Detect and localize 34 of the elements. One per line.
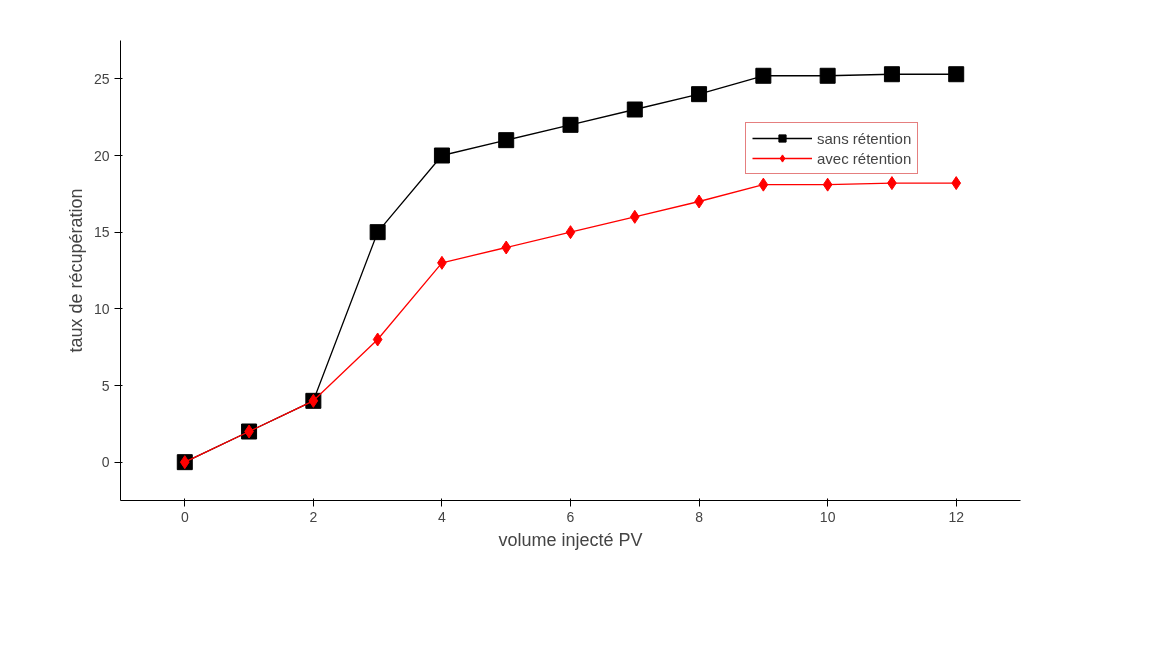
x-tick-label: 6	[566, 508, 575, 525]
point	[372, 332, 383, 347]
point	[883, 66, 900, 83]
y-tick-label: 15	[93, 224, 110, 241]
x-tick-label: 2	[309, 508, 318, 525]
point	[691, 86, 708, 103]
legend-label: sans rétention	[817, 129, 912, 147]
y-tick-label: 10	[93, 300, 110, 317]
point	[562, 116, 579, 133]
legend-label: avec rétention	[817, 149, 912, 167]
x-tick-label: 0	[180, 508, 189, 525]
x-axis-title: volume injecté PV	[498, 529, 643, 550]
point	[433, 147, 450, 164]
point	[948, 66, 965, 83]
x-tick-label: 4	[438, 508, 447, 525]
point	[565, 225, 576, 240]
x-tick-label: 10	[819, 508, 836, 525]
point	[819, 67, 836, 84]
point	[498, 132, 515, 149]
y-tick-label: 5	[101, 377, 110, 394]
point	[758, 177, 769, 192]
y-axis-title: taux de récupération	[65, 188, 86, 353]
x-tick-label: 8	[695, 508, 704, 525]
y-tick-label: 20	[93, 147, 110, 164]
point	[369, 224, 386, 241]
point	[629, 209, 640, 224]
x-tick-label: 12	[948, 508, 965, 525]
point	[501, 240, 512, 255]
point	[951, 176, 962, 191]
point	[822, 177, 833, 192]
point	[755, 67, 772, 84]
point	[626, 101, 643, 118]
y-tick-label: 25	[93, 70, 110, 87]
y-tick-label: 0	[101, 454, 110, 471]
